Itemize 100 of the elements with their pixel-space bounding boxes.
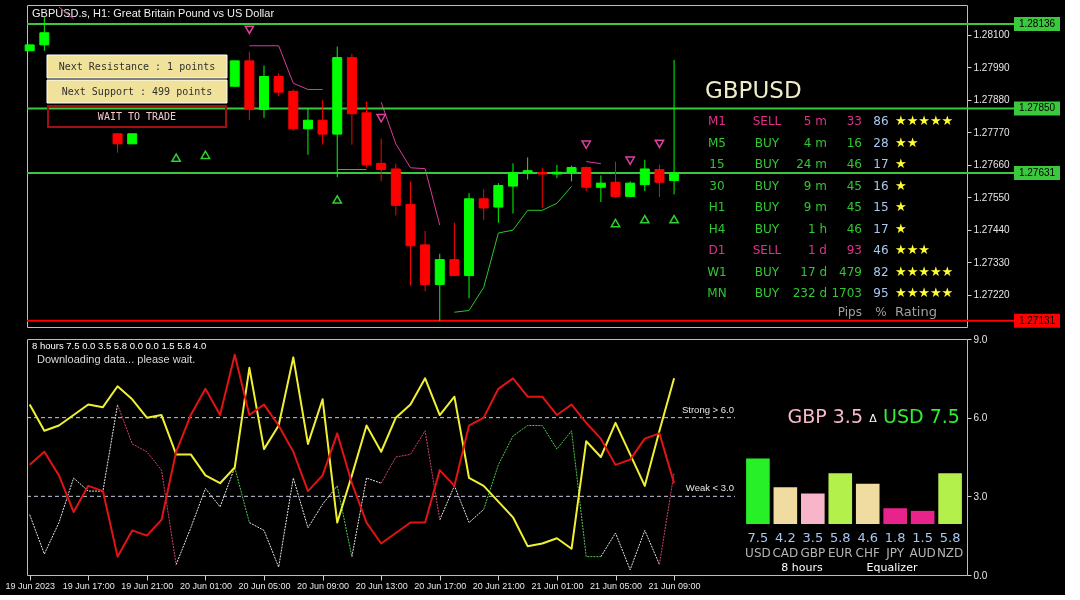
data-label: 5.8 [829,530,851,545]
point [625,156,636,166]
annotation: D1 [708,243,726,257]
data-label: 1.5 [912,530,933,545]
point [581,140,592,150]
annotation: Next Support : 499 points [61,86,213,97]
y-tick-label: 1.27330 [973,256,1011,268]
bar [910,510,935,524]
annotation: ★★ [895,134,919,150]
annotation: 1703 [831,286,862,300]
x-tick-label: USD [745,546,771,560]
point [200,150,211,160]
annotation: 24 m [796,157,827,171]
point [639,214,650,224]
candlestick [317,99,328,146]
annotation: 232 d [792,286,827,300]
annotation: 9 m [803,178,827,193]
ref-line-label: 1.27631 [1018,167,1056,179]
annotation: ★★★★★ [895,263,954,279]
candlestick [507,162,518,215]
bar [855,483,880,524]
annotation: M5 [708,135,726,150]
bar [746,458,770,524]
annotation: BUY [754,178,780,193]
annotation: BUY [754,157,780,171]
candlestick [522,156,533,181]
annotation: 17 d [800,264,827,279]
point [610,218,621,228]
x-tick-label: 20 Jun 21:00 [472,580,525,591]
data-label: 1.8 [884,530,906,545]
annotation: 479 [839,264,862,279]
data-label: 3.5 [802,530,824,545]
candlestick [112,133,123,154]
x-tick-label: 20 Jun 13:00 [355,580,408,591]
chart-title: 8 hours 7.5 0.0 3.5 5.8 0.0 0.0 1.5 5.8 4.0 [32,340,207,351]
annotation: Δ [869,412,878,425]
annotation: 4 m [803,135,827,150]
annotation: SELL [752,243,782,257]
candlestick [537,166,548,209]
annotation: 1 d [807,243,827,257]
annotation: 46 [846,157,862,171]
annotation: 46 [846,221,862,236]
annotation: Downloading data... please wait. [37,353,196,365]
point [171,153,182,163]
x-tick-label: GBP [800,546,826,560]
x-tick-label: JPY [885,546,905,560]
candlestick [302,107,313,156]
y-tick-label: 1.28100 [973,29,1011,41]
bar [773,487,798,524]
annotation: 28 [873,135,889,150]
annotation: Pips [837,304,862,319]
annotation: 5 m [803,114,827,128]
annotation: 16 [846,135,862,150]
y-tick-label: 9.0 [973,333,988,345]
candlestick [376,138,387,182]
x-tick-label: 20 Jun 17:00 [414,580,467,591]
annotation: MN [707,286,727,300]
annotation: 1 h [807,221,827,236]
candlestick [273,72,284,97]
ref-line-label: 1.27131 [1018,314,1056,326]
ref-line-label: Weak < 3.0 [685,482,734,494]
x-tick-label: 19 Jun 21:00 [121,580,174,591]
annotation: 15 [873,200,889,214]
annotation: WAIT TO TRADE [97,111,177,122]
candlestick [449,222,460,277]
annotation: ★★★★★ [895,285,954,300]
x-tick-label: CHF [855,546,880,560]
annotation: BUY [754,135,780,150]
x-tick-label: 19 Jun 2023 [5,580,55,591]
annotation: % [875,304,887,319]
candlestick [551,164,562,179]
annotation: 16 [873,178,889,193]
candlestick [595,174,606,203]
annotation: H1 [708,200,726,214]
candlestick [478,188,489,221]
y-tick-label: 1.27220 [973,289,1011,300]
bar [801,493,825,524]
annotation: BUY [754,200,780,214]
candlestick [493,182,504,224]
x-tick-label: NZD [936,546,964,560]
x-tick-label: 20 Jun 09:00 [297,580,350,591]
text: GBPUSD [705,77,802,103]
y-tick-label: 1.27880 [973,94,1011,106]
data-label: 4.2 [775,530,796,545]
annotation: 93 [846,243,862,257]
candlestick [581,166,592,192]
bar [883,508,907,524]
annotation: H4 [708,221,726,236]
y-tick-label: 3.0 [973,490,988,502]
y-tick-label: 1.27440 [973,224,1011,236]
annotation: 33 [846,114,862,128]
data-label: 4.6 [857,530,879,545]
annotation: SELL [752,114,782,128]
annotation: 17 [873,157,889,171]
x-tick-label: 21 Jun 01:00 [531,580,584,591]
annotation: 30 [709,178,725,193]
annotation: ★★★ [895,242,930,257]
annotation: USD 7.5 [883,405,960,427]
annotation: ★ [895,220,907,236]
data-label: 5.8 [939,530,961,545]
